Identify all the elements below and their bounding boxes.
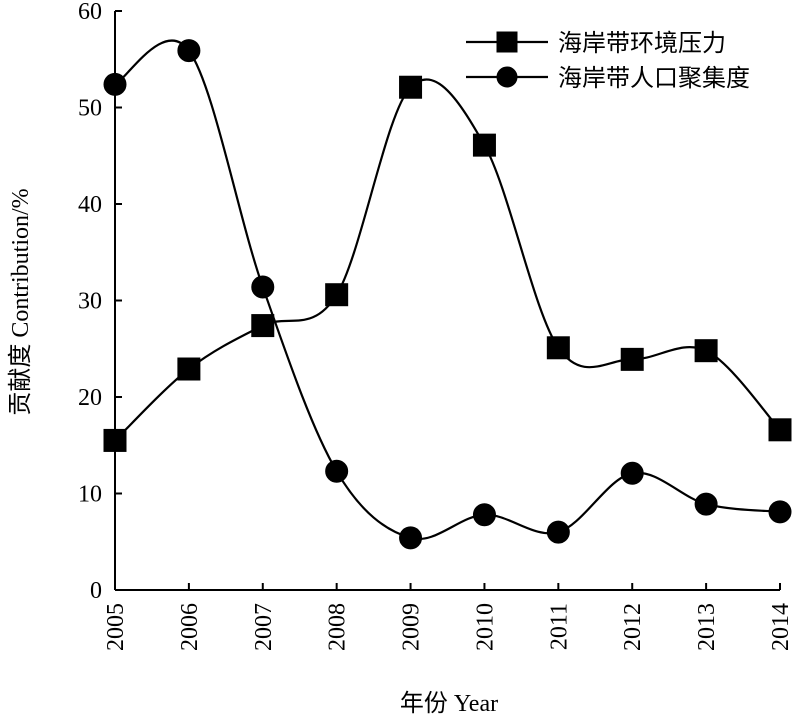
x-tick-label: 2006 <box>177 603 203 651</box>
data-point-square <box>325 283 349 307</box>
y-tick-label: 60 <box>78 0 102 25</box>
data-point-square <box>768 418 792 442</box>
x-tick-label: 2007 <box>251 603 277 651</box>
data-point-circle <box>103 72 127 96</box>
y-tick-label: 20 <box>78 385 102 411</box>
legend-label: 海岸带环境压力 <box>558 29 726 57</box>
x-axis-title: 年份 Year <box>400 690 498 717</box>
x-tick-label: 2009 <box>399 603 425 651</box>
data-point-circle <box>399 526 423 550</box>
series-1 <box>103 75 792 452</box>
y-axis-title: 贡献度 Contribution/% <box>7 188 34 415</box>
legend-entry: 海岸带人口聚集度 <box>466 64 750 92</box>
y-tick-label: 40 <box>78 192 102 218</box>
data-point-square <box>399 75 423 99</box>
data-point-circle <box>620 461 644 485</box>
x-tick-label: 2014 <box>768 603 794 651</box>
y-tick-label: 50 <box>78 96 102 122</box>
data-point-circle <box>325 459 349 483</box>
data-point-circle <box>472 503 496 527</box>
data-point-circle <box>251 275 275 299</box>
axes: 0 10 20 30 40 50 60 2005 2006 2007 2008 2009 2010 201… <box>78 0 794 651</box>
y-tick-label: 30 <box>78 289 102 315</box>
data-point-square <box>472 133 496 157</box>
data-point-square <box>251 314 275 338</box>
data-point-circle <box>177 39 201 63</box>
data-point-square <box>177 357 201 381</box>
data-point-square <box>620 347 644 371</box>
legend-marker-square <box>496 31 518 53</box>
legend-entry: 海岸带环境压力 <box>466 29 726 57</box>
series-layer <box>103 39 792 550</box>
data-point-square <box>546 336 570 360</box>
data-point-circle <box>546 520 570 544</box>
x-tick-label: 2008 <box>325 603 351 651</box>
series-line <box>114 39 781 541</box>
legend-label: 海岸带人口聚集度 <box>558 64 750 92</box>
data-point-square <box>694 339 718 363</box>
data-point-circle <box>768 500 792 524</box>
y-tick-label: 10 <box>78 482 102 508</box>
series-line <box>114 78 781 442</box>
x-tick-label: 2013 <box>694 603 720 651</box>
x-tick-label: 2011 <box>546 603 572 650</box>
data-point-square <box>103 428 127 452</box>
x-tick-label: 2010 <box>472 603 498 651</box>
series-2 <box>103 39 792 550</box>
x-tick-label: 2012 <box>620 603 646 651</box>
data-point-circle <box>694 492 718 516</box>
x-tick-label: 2005 <box>103 603 129 651</box>
y-tick-label: 0 <box>90 578 102 604</box>
legend-marker-circle <box>496 66 518 88</box>
